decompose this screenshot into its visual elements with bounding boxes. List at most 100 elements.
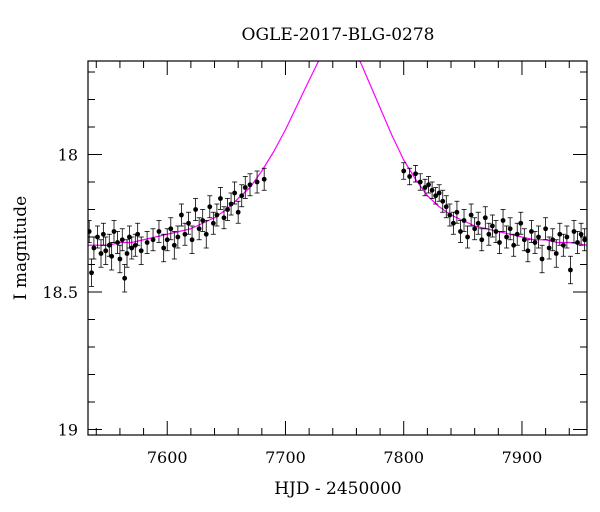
data-point-marker (486, 231, 492, 237)
data-point (196, 217, 202, 241)
data-point-marker (95, 234, 100, 240)
data-point-marker (171, 242, 177, 248)
data-point (144, 231, 150, 254)
data-point (235, 200, 241, 224)
data-point (489, 214, 495, 238)
axis-tick-labels: 7600 7700 7800 7900 18 18.5 19 (42, 146, 542, 468)
data-point-marker (109, 253, 115, 259)
axis-ticks (88, 61, 587, 435)
data-point-marker (426, 182, 431, 188)
data-point-marker (472, 226, 478, 232)
data-point (210, 211, 216, 235)
data-point-marker (254, 179, 260, 185)
data-point (111, 220, 117, 243)
data-point (429, 181, 435, 199)
data-point (443, 195, 449, 219)
data-point-marker (100, 231, 106, 237)
data-point-marker (239, 193, 245, 199)
data-point-marker (242, 185, 248, 190)
data-point (161, 233, 167, 263)
data-point (168, 217, 174, 241)
data-point-marker (117, 256, 123, 262)
x-tick-label: 7800 (383, 448, 424, 467)
data-point (582, 228, 587, 252)
data-point (193, 198, 199, 221)
data-point (261, 167, 267, 191)
data-point-marker (440, 198, 446, 204)
data-point-marker (557, 231, 563, 237)
data-point-marker (88, 229, 92, 234)
data-point-marker (115, 240, 120, 245)
data-point-marker (221, 215, 227, 221)
data-point-marker (232, 190, 238, 196)
data-point (507, 217, 513, 241)
data-point (546, 236, 552, 260)
data-point (214, 203, 220, 227)
data-point (557, 222, 563, 246)
data-point-marker (196, 226, 202, 232)
data-point (447, 203, 453, 227)
data-point (207, 195, 213, 219)
data-point-marker (413, 171, 418, 177)
data-point-marker (111, 229, 117, 234)
data-point (422, 178, 428, 197)
data-point-marker (546, 245, 552, 251)
data-point-marker (98, 251, 104, 256)
data-point-marker (247, 182, 253, 188)
data-point (117, 244, 123, 274)
data-point (124, 239, 130, 268)
data-point-marker (179, 212, 184, 218)
data-point (88, 220, 92, 243)
data-point (496, 231, 502, 254)
data-point (100, 222, 106, 246)
data-point (232, 181, 238, 205)
data-point (129, 236, 135, 260)
data-point-marker (144, 240, 150, 245)
plot-frame (87, 60, 588, 436)
data-point-marker (124, 251, 130, 256)
y-tick-label: 18.5 (42, 283, 78, 302)
data-point (119, 228, 125, 252)
model-curve-layer (88, 61, 587, 246)
data-point-marker (182, 231, 188, 237)
data-point-marker (447, 212, 453, 218)
data-point-marker (497, 240, 502, 245)
data-point-marker (429, 187, 435, 193)
data-point-marker (228, 201, 234, 207)
data-point-marker (135, 231, 141, 237)
data-point-marker (175, 234, 181, 240)
data-point (486, 222, 492, 246)
data-point (122, 264, 128, 293)
x-axis-label: HJD - 2450000 (274, 479, 402, 499)
data-point-marker (138, 248, 144, 254)
data-point-marker (225, 207, 230, 212)
data-point-marker (129, 245, 135, 251)
data-point-marker (507, 226, 513, 232)
data-point (91, 236, 97, 260)
data-point (106, 233, 112, 257)
data-point-marker (261, 176, 267, 182)
data-point (433, 187, 439, 205)
data-point (472, 217, 478, 241)
data-point-marker (475, 220, 481, 226)
data-point (94, 225, 100, 249)
data-point-marker (493, 229, 499, 234)
data-point (186, 211, 192, 235)
data-point-marker (578, 231, 584, 237)
data-point-marker (156, 229, 162, 234)
data-points-layer (88, 162, 587, 293)
data-point (461, 209, 467, 232)
data-point-marker (450, 220, 456, 226)
y-tick-label: 18 (58, 146, 78, 165)
data-point (254, 170, 260, 194)
data-point-marker (189, 237, 195, 243)
y-axis-label: I magnitude (11, 196, 31, 300)
model-curve (88, 61, 587, 246)
data-point-marker (518, 220, 524, 226)
data-point-marker (207, 204, 213, 210)
data-point-marker (91, 245, 97, 251)
y-tick-label: 19 (58, 421, 78, 440)
data-point (525, 239, 531, 263)
data-point-marker (89, 270, 94, 276)
data-point (479, 228, 485, 252)
